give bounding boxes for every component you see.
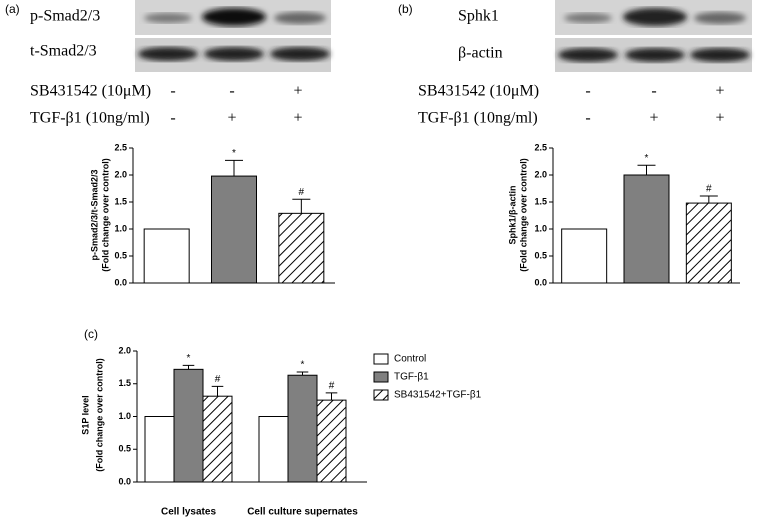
treatment-sign: - [651,83,656,100]
treatment-sign: - [170,110,175,127]
error-bar [211,385,224,397]
treatment-sign: + [715,110,724,127]
bar [287,374,318,483]
panel-label: (a) [5,2,20,16]
treatment-sign: - [585,110,590,127]
y-axis-label: p-Smad2/3/t-Smad2/3 [89,169,99,260]
y-tick-label: 1.5 [534,196,547,206]
blot-row-label: p-Smad2/3 [30,8,100,25]
significance-mark: # [299,187,305,198]
bar [561,228,608,284]
blot-a [135,0,331,72]
blot-row-label: β-actin [458,45,503,62]
treatment-label: SB431542 (10μM) [30,83,151,100]
y-axis-label: Sphk1/β-actin [507,185,517,244]
treatment-sign: - [585,83,590,100]
y-tick-label: 1.0 [114,223,127,233]
y-tick-label: 0.5 [118,444,131,454]
x-tick-label: Cell culture supernates [247,507,358,518]
y-axis-label: (Fold change over control) [518,158,528,272]
y-tick-label: 0.0 [114,277,127,287]
legend-swatch [373,371,389,383]
error-bar [699,195,718,204]
bar [258,416,289,483]
y-tick-label: 1.5 [114,196,127,206]
panel-label: (c) [84,327,98,341]
y-tick-label: 2.0 [118,345,131,355]
bar [316,399,347,483]
significance-mark: # [706,184,712,195]
significance-mark: * [645,153,649,164]
y-tick-label: 0.5 [534,250,547,260]
error-bar [325,392,338,401]
treatment-label: TGF-β1 (10ng/ml) [30,110,150,127]
y-tick-label: 0.0 [534,277,547,287]
treatment-label: TGF-β1 (10ng/ml) [418,110,538,127]
blot-row-label: Sphk1 [458,8,499,25]
bar [685,202,732,284]
legend-swatch [373,389,389,401]
bar [202,395,233,483]
bar [143,228,190,284]
treatment-sign: + [227,110,236,127]
y-tick-label: 1.0 [534,223,547,233]
error-bar [637,164,656,175]
bar [278,212,325,284]
significance-mark: # [329,381,335,392]
error-bar [292,198,311,214]
treatment-label: SB431542 (10μM) [418,83,539,100]
treatment-sign: - [170,83,175,100]
y-tick-label: 1.5 [118,378,131,388]
x-tick-label: Cell lysates [161,507,216,518]
legend-label: TGF-β1 [394,372,429,383]
legend-label: SB431542+TGF-β1 [394,390,482,401]
treatment-sign: + [715,83,724,100]
significance-mark: * [301,360,305,371]
error-bar [225,159,243,177]
panel-label: (b) [398,2,413,16]
y-tick-label: 2.0 [534,169,547,179]
bar [211,175,257,284]
y-axis-label: S1P level [80,395,90,434]
y-tick-label: 0.5 [114,250,127,260]
bar [173,368,204,483]
legend-swatch [373,353,389,365]
y-axis-label: (Fold change over control) [100,158,110,272]
blot-b [555,0,752,72]
y-tick-label: 2.0 [114,169,127,179]
significance-mark: * [232,148,236,159]
bar [623,174,670,284]
error-bar [182,364,195,370]
bar [144,416,175,483]
treatment-sign: + [293,110,302,127]
y-tick-label: 1.0 [118,411,131,421]
y-tick-label: 2.5 [114,142,127,152]
y-tick-label: 0.0 [118,476,131,486]
significance-mark: # [215,374,221,385]
blot-row-label: t-Smad2/3 [30,43,97,60]
legend-label: Control [394,354,426,365]
treatment-sign: + [649,110,658,127]
error-bar [296,371,309,376]
treatment-sign: + [293,83,302,100]
y-tick-label: 2.5 [534,142,547,152]
y-axis-label: (Fold change over control) [94,358,104,472]
treatment-sign: - [229,83,234,100]
significance-mark: * [187,353,191,364]
